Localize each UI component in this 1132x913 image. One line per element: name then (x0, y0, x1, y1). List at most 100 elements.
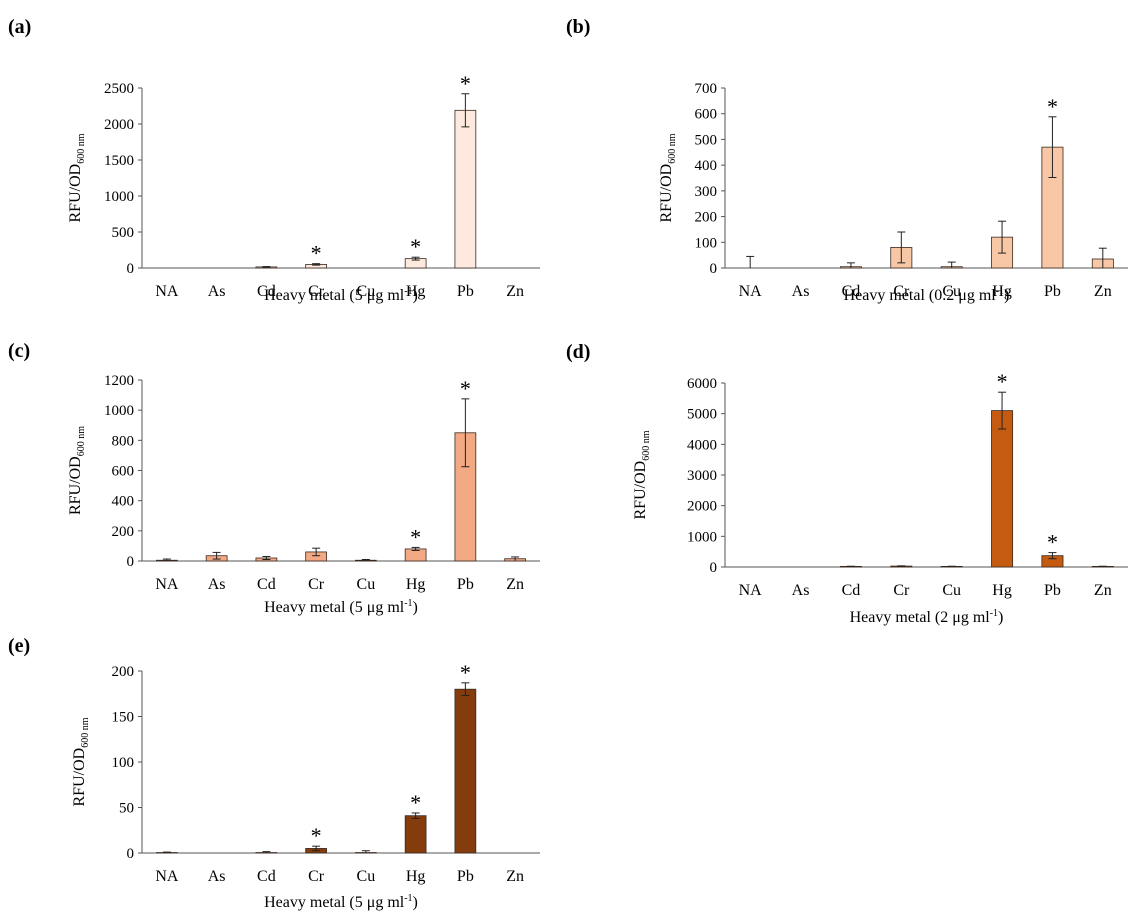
category-label: Cu (357, 283, 376, 300)
chart-panel: 0 500 1000 1500 2000 2500 NA As Cd * Cr Cu * Hg * Pb Zn R… (67, 71, 540, 304)
y-tick-label: 500 (112, 225, 135, 241)
panel-label-b: (b) (566, 16, 591, 38)
y-tick-label: 800 (112, 433, 135, 449)
y-tick-label: 1200 (104, 373, 134, 389)
category-label: Hg (406, 576, 426, 593)
y-tick-label: 600 (112, 464, 135, 480)
category-label: Hg (992, 283, 1012, 300)
significance-marker: * (997, 369, 1008, 394)
y-tick-label: 2000 (687, 499, 717, 515)
y-axis-title: RFU/OD600 nm (658, 133, 678, 222)
x-axis-title: Heavy metal (5 μg ml-1) (264, 598, 418, 616)
y-tick-label: 500 (695, 132, 718, 148)
bar-hg (991, 410, 1014, 568)
significance-marker: * (460, 660, 471, 685)
category-label: Zn (1094, 582, 1112, 599)
category-label: As (792, 283, 810, 300)
y-tick-label: 5000 (687, 407, 717, 423)
category-label: Zn (1094, 283, 1112, 300)
category-label: NA (739, 283, 763, 300)
y-axis-title: RFU/OD600 nm (67, 426, 87, 515)
category-label: Hg (406, 283, 426, 300)
y-tick-label: 100 (112, 755, 135, 771)
y-tick-label: 0 (710, 261, 718, 277)
chart-panel: 0 100 200 300 400 500 600 700 NA As Cd Cr Cu Hg * Pb Zn R… (658, 81, 1128, 304)
category-label: NA (155, 868, 179, 885)
category-label: Zn (506, 576, 524, 593)
y-tick-label: 150 (112, 710, 135, 726)
category-label: Zn (506, 283, 524, 300)
category-label: Cd (842, 283, 861, 300)
y-tick-label: 0 (127, 554, 135, 570)
y-tick-label: 200 (695, 210, 718, 226)
significance-marker: * (311, 241, 322, 266)
panel-label-a: (a) (8, 16, 32, 38)
y-tick-label: 2500 (104, 81, 134, 97)
y-tick-label: 100 (695, 235, 718, 251)
significance-marker: * (410, 234, 421, 259)
bar-hg (404, 815, 427, 854)
x-axis-title: Heavy metal (2 μg ml-1) (850, 608, 1004, 626)
significance-marker: * (460, 376, 471, 401)
panel-label-d: (d) (566, 341, 591, 363)
y-tick-label: 400 (112, 494, 135, 510)
panel-label-e: (e) (8, 635, 31, 657)
significance-marker: * (1047, 94, 1058, 119)
category-label: Cd (257, 576, 276, 593)
category-label: Cu (357, 576, 376, 593)
category-label: As (208, 283, 226, 300)
y-tick-label: 0 (127, 261, 135, 277)
category-label: Cr (893, 283, 910, 300)
y-tick-label: 700 (695, 81, 718, 97)
y-axis-title: RFU/OD600 nm (632, 430, 652, 519)
y-tick-label: 200 (112, 664, 135, 680)
x-axis-title: Heavy metal (5 μg ml-1) (264, 286, 418, 304)
category-label: NA (155, 576, 179, 593)
category-label: Pb (457, 283, 474, 300)
y-tick-label: 1000 (104, 189, 134, 205)
y-tick-label: 200 (112, 524, 135, 540)
y-tick-label: 600 (695, 107, 718, 123)
category-label: Cr (308, 576, 325, 593)
y-tick-label: 4000 (687, 437, 717, 453)
category-label: Cd (842, 582, 861, 599)
bar-pb (454, 688, 477, 854)
y-tick-label: 1000 (104, 403, 134, 419)
category-label: As (208, 868, 226, 885)
category-label: Cu (942, 582, 961, 599)
y-tick-label: 50 (119, 801, 134, 817)
y-tick-label: 1000 (687, 529, 717, 545)
category-label: Cr (893, 582, 910, 599)
category-label: NA (739, 582, 763, 599)
x-axis-title: Heavy metal (0.2 μg ml-1) (844, 286, 1010, 304)
category-label: Pb (457, 868, 474, 885)
bar-pb (454, 109, 477, 269)
significance-marker: * (410, 790, 421, 815)
category-label: Cu (357, 868, 376, 885)
y-tick-label: 3000 (687, 468, 717, 484)
category-label: Zn (506, 868, 524, 885)
category-label: As (792, 582, 810, 599)
significance-marker: * (460, 71, 471, 96)
category-label: Cd (257, 868, 276, 885)
y-tick-label: 0 (710, 560, 718, 576)
y-tick-label: 300 (695, 184, 718, 200)
y-tick-label: 6000 (687, 376, 717, 392)
category-label: Pb (457, 576, 474, 593)
category-label: Hg (992, 582, 1012, 599)
category-label: Cd (257, 283, 276, 300)
category-label: Pb (1044, 582, 1061, 599)
category-label: Pb (1044, 283, 1061, 300)
y-axis-title: RFU/OD600 nm (71, 717, 91, 806)
category-label: Cr (308, 283, 325, 300)
y-tick-label: 1500 (104, 153, 134, 169)
y-tick-label: 400 (695, 158, 718, 174)
significance-marker: * (1047, 530, 1058, 555)
category-label: Cu (942, 283, 961, 300)
chart-panel: 0 50 100 150 200 NA As Cd * Cr Cu * Hg * Pb Zn RFU/OD600… (71, 660, 540, 911)
category-label: As (208, 576, 226, 593)
significance-marker: * (311, 823, 322, 848)
x-axis-title: Heavy metal (5 μg ml-1) (264, 893, 418, 911)
y-tick-label: 0 (127, 846, 135, 862)
